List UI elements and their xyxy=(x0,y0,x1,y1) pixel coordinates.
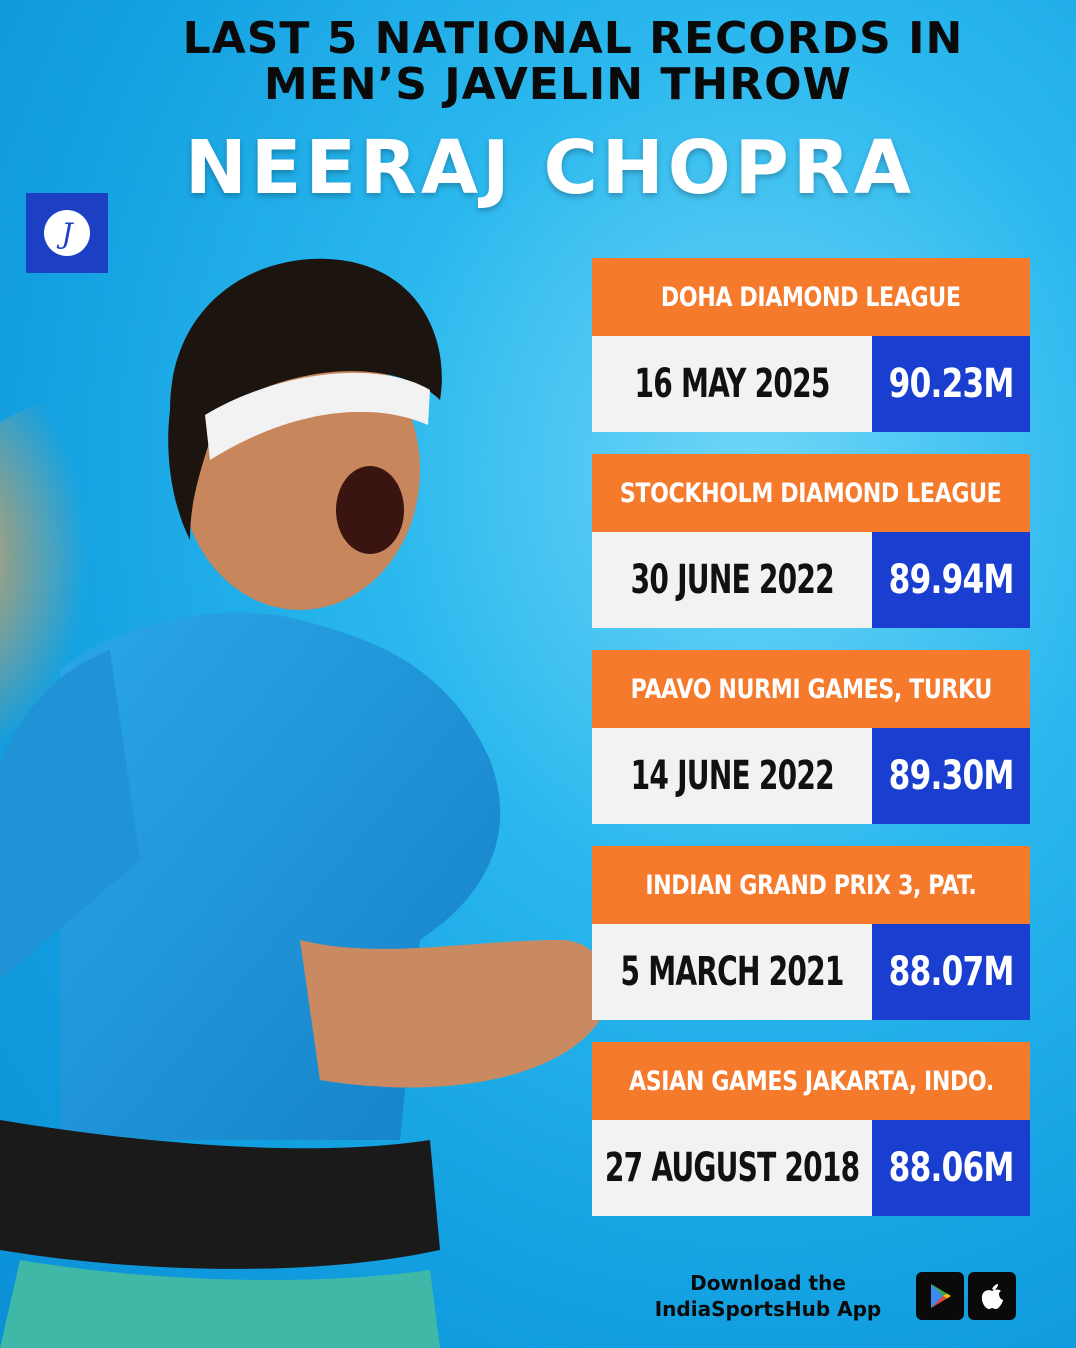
record-event: DOHA DIAMOND LEAGUE xyxy=(592,258,1030,336)
apple-icon xyxy=(981,1284,1003,1309)
brand-logo: J xyxy=(26,193,108,273)
athlete-name: NEERAJ CHOPRA xyxy=(184,125,916,211)
record-event: INDIAN GRAND PRIX 3, PAT. xyxy=(592,846,1030,924)
app-store-button[interactable] xyxy=(968,1272,1016,1320)
record-date: 30 JUNE 2022 xyxy=(592,532,872,628)
record-card: PAAVO NURMI GAMES, TURKU 14 JUNE 2022 89… xyxy=(592,650,1030,826)
download-line-1: Download the xyxy=(690,1271,846,1295)
logo-icon: J xyxy=(44,210,90,256)
play-store-icon xyxy=(931,1284,951,1308)
record-date: 27 AUGUST 2018 xyxy=(592,1120,872,1216)
record-card: DOHA DIAMOND LEAGUE 16 MAY 2025 90.23M xyxy=(592,258,1030,434)
download-line-2: IndiaSportsHub App xyxy=(654,1297,882,1321)
record-date: 5 MARCH 2021 xyxy=(592,924,872,1020)
record-distance: 88.07M xyxy=(872,924,1030,1020)
record-event: STOCKHOLM DIAMOND LEAGUE xyxy=(592,454,1030,532)
record-distance: 89.30M xyxy=(872,728,1030,824)
title-line-1: LAST 5 NATIONAL RECORDS IN xyxy=(182,13,964,64)
record-distance: 88.06M xyxy=(872,1120,1030,1216)
download-app-text: Download the IndiaSportsHub App xyxy=(622,1270,914,1322)
record-card: INDIAN GRAND PRIX 3, PAT. 5 MARCH 2021 8… xyxy=(592,846,1030,1022)
record-distance: 89.94M xyxy=(872,532,1030,628)
record-date: 14 JUNE 2022 xyxy=(592,728,872,824)
record-date: 16 MAY 2025 xyxy=(592,336,872,432)
athlete-photo xyxy=(0,258,608,1348)
record-distance: 90.23M xyxy=(872,336,1030,432)
record-card: ASIAN GAMES JAKARTA, INDO. 27 AUGUST 201… xyxy=(592,1042,1030,1218)
title-line-2: MEN’S JAVELIN THROW xyxy=(263,59,853,110)
record-event: PAAVO NURMI GAMES, TURKU xyxy=(592,650,1030,728)
record-card: STOCKHOLM DIAMOND LEAGUE 30 JUNE 2022 89… xyxy=(592,454,1030,630)
record-event: ASIAN GAMES JAKARTA, INDO. xyxy=(592,1042,1030,1120)
play-store-button[interactable] xyxy=(916,1272,964,1320)
